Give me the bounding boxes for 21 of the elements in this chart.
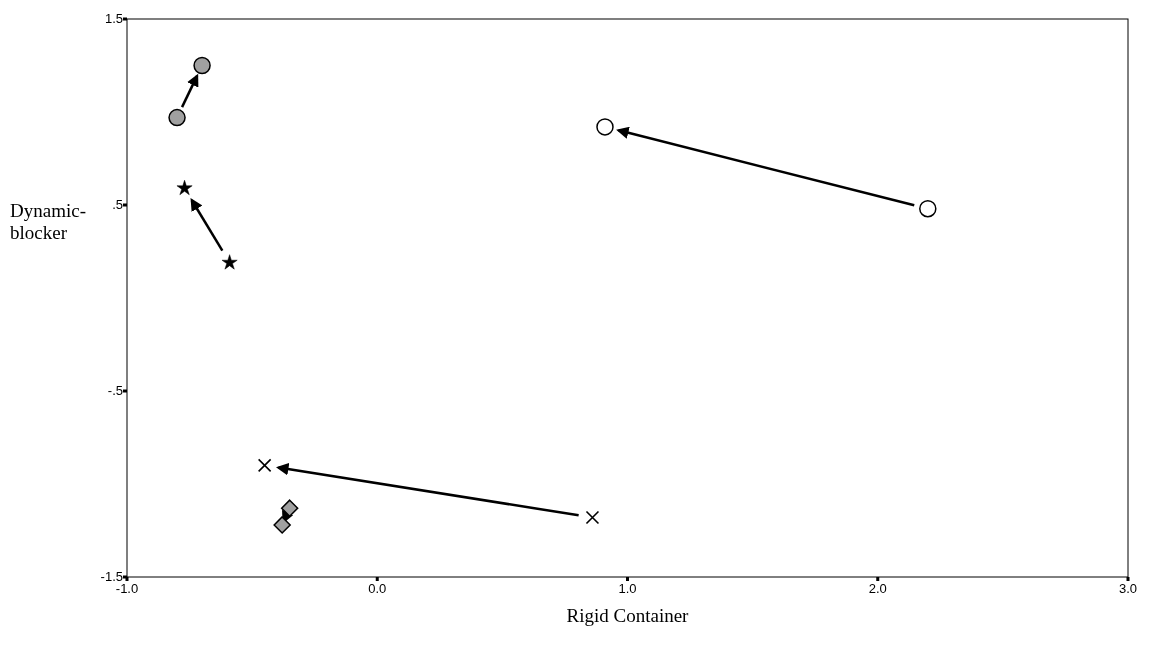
point (221, 254, 238, 270)
point (193, 56, 211, 75)
point (176, 180, 193, 195)
point (168, 108, 186, 127)
point (257, 458, 272, 473)
x-tick-label: -1.0 (115, 581, 139, 596)
y-tick-label: -.5 (107, 383, 123, 398)
y-tick-label: .5 (112, 197, 123, 212)
point (596, 118, 614, 136)
point (585, 510, 600, 525)
y-tick-label: -1.5 (100, 569, 123, 584)
x-tick-label: 1.0 (618, 581, 637, 596)
x-tick-label: 0.0 (368, 581, 387, 596)
point (280, 499, 299, 517)
x-axis-title: Rigid Container (566, 605, 690, 626)
x-tick-label: 3.0 (1118, 581, 1138, 596)
y-tick-label: 1.5 (104, 11, 123, 26)
x-tick-label: 2.0 (868, 581, 887, 596)
point (919, 199, 937, 218)
y-axis-title: Dynamic-blocker (10, 200, 86, 243)
point (273, 516, 291, 534)
